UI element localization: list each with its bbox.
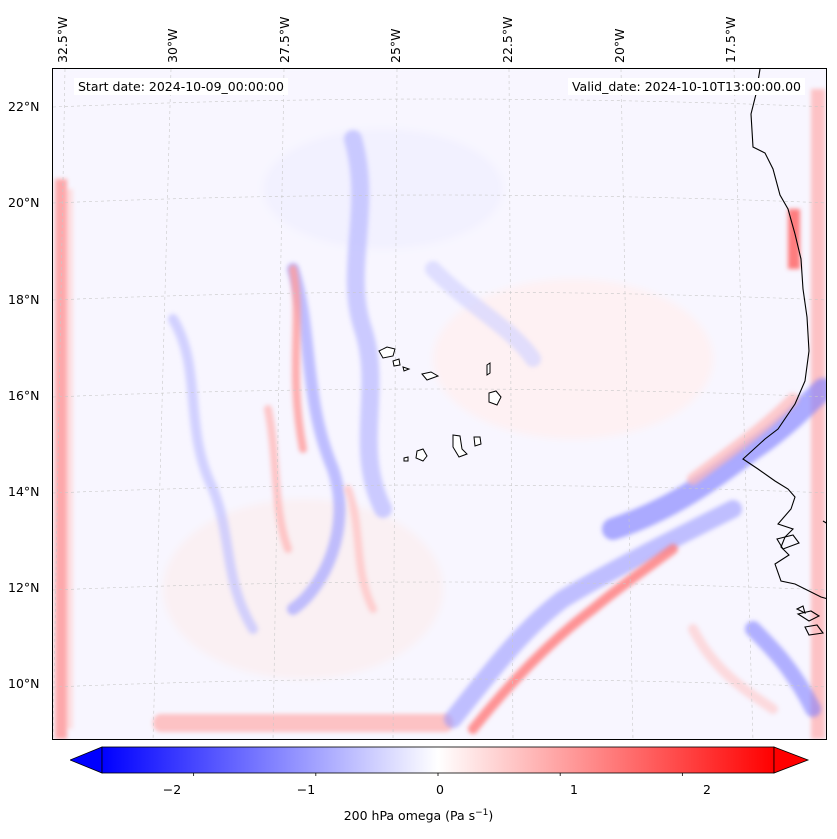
cape-verde-islands (378, 346, 502, 462)
omega-field-map (53, 69, 826, 739)
colorbar-tick-label: 1 (570, 782, 578, 797)
graticule (53, 69, 826, 739)
lon-label-32-5w: 32.5°W (55, 16, 70, 63)
south-edge-band (153, 714, 453, 732)
colorbar (70, 746, 810, 776)
colorbar-tick-label: −1 (296, 782, 316, 797)
colorbar-tick-marks (193, 773, 683, 776)
colorbar-extend-high (773, 746, 810, 774)
lat-label-22n: 22°N (8, 99, 40, 114)
lon-label-30w: 30°W (165, 28, 180, 63)
lat-label-12n: 12°N (8, 580, 40, 595)
blue-streaks (168, 130, 826, 728)
start-date-annotation: Start date: 2024-10-09_00:00:00 (74, 78, 288, 95)
lat-label-10n: 10°N (8, 676, 40, 691)
valid-date-annotation: Valid_date: 2024-10-10T13:00:00.00 (567, 78, 805, 95)
lon-label-22-5w: 22.5°W (500, 16, 515, 63)
lon-label-27-5w: 27.5°W (277, 16, 292, 63)
map-panel (52, 68, 827, 740)
african-coastline (742, 69, 826, 636)
lat-label-16n: 16°N (8, 388, 40, 403)
colorbar-tick-label: −2 (162, 782, 182, 797)
colorbar-tick-label: 0 (436, 782, 444, 797)
red-streaks (264, 265, 799, 734)
lon-label-25w: 25°W (388, 28, 403, 63)
colorbar-label-text: 200 hPa omega (Pa s (343, 808, 476, 824)
colorbar-label-close: ) (488, 808, 494, 824)
colorbar-gradient (101, 746, 775, 774)
colorbar-label-exponent: −1 (475, 808, 489, 818)
background-shading (53, 69, 826, 739)
lon-label-17-5w: 17.5°W (723, 16, 738, 63)
east-edge-band (788, 89, 825, 739)
west-edge-band (55, 179, 73, 739)
colorbar-extend-low (70, 746, 103, 774)
lat-label-18n: 18°N (8, 292, 40, 307)
lat-label-20n: 20°N (8, 195, 40, 210)
lon-label-20w: 20°W (612, 28, 627, 63)
colorbar-tick-label: 2 (703, 782, 711, 797)
lat-label-14n: 14°N (8, 484, 40, 499)
colorbar-label: 200 hPa omega (Pa s−1) (0, 808, 837, 823)
